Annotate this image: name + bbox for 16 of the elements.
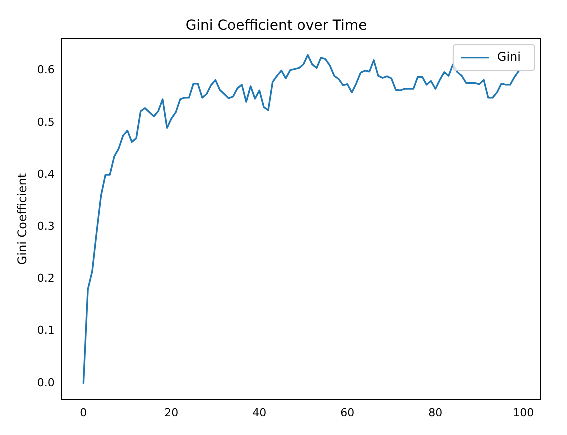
y-tick-label: 0.0: [37, 376, 55, 390]
legend-label: Gini: [497, 50, 522, 64]
x-tick-label: 60: [340, 406, 355, 420]
x-tick-label: 0: [80, 406, 88, 420]
x-tick-label: 20: [164, 406, 179, 420]
y-axis-title: Gini Coefficient: [15, 173, 30, 266]
y-tick-label: 0.3: [37, 220, 55, 233]
y-tick-label: 0.2: [37, 272, 55, 286]
y-tick-label: 0.1: [37, 324, 55, 338]
x-tick-label: 100: [513, 406, 534, 420]
x-tick-label: 80: [428, 406, 443, 420]
x-tick-label: 40: [252, 406, 267, 420]
y-tick-label: 0.5: [37, 116, 55, 129]
y-tick-label: 0.4: [37, 168, 55, 181]
chart-title: Gini Coefficient over Time: [186, 18, 368, 34]
y-tick-label: 0.6: [37, 64, 55, 77]
